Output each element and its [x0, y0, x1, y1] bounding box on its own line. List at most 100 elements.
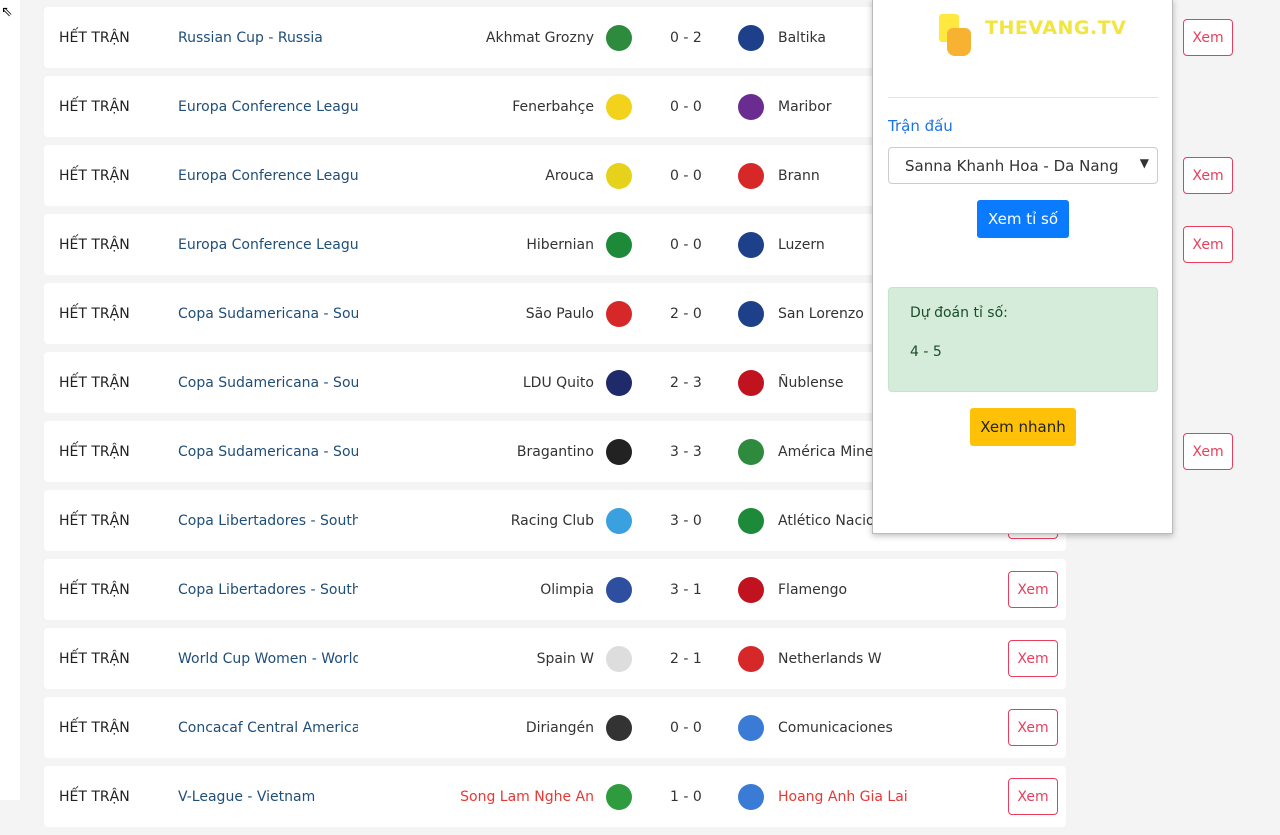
match-status: HẾT TRẬN: [59, 443, 130, 460]
home-team-logo-icon: [606, 576, 632, 603]
match-score: 3 - 0: [670, 512, 702, 529]
view-match-button[interactable]: Xem: [1008, 640, 1058, 677]
home-team-logo-icon: [606, 714, 632, 741]
home-team: Arouca: [545, 167, 594, 184]
away-team-logo-icon: [738, 714, 764, 741]
away-team: Brann: [778, 167, 820, 184]
away-team: Netherlands W: [778, 650, 882, 667]
chevron-down-icon: ▼: [1139, 156, 1149, 170]
away-team: San Lorenzo: [778, 305, 864, 322]
league-name[interactable]: Copa Sudamericana - South America: [178, 305, 358, 322]
view-match-button[interactable]: Xem: [1183, 433, 1233, 470]
home-team-logo-icon: [606, 783, 632, 810]
away-team-logo-icon: [738, 24, 764, 51]
home-team: Fenerbahçe: [512, 98, 594, 115]
view-match-button[interactable]: Xem: [1183, 157, 1233, 194]
home-team-logo-icon: [606, 507, 632, 534]
away-team-logo-icon: [738, 369, 764, 396]
away-team: Atlético Nacional: [778, 512, 896, 529]
match-status: HẾT TRẬN: [59, 788, 130, 805]
match-status: HẾT TRẬN: [59, 512, 130, 529]
view-score-button[interactable]: Xem tỉ số: [977, 200, 1069, 238]
away-team-logo-icon: [738, 231, 764, 258]
home-team: LDU Quito: [522, 374, 594, 391]
away-team: Maribor: [778, 98, 832, 115]
home-team-logo-icon: [606, 93, 632, 120]
home-team: Bragantino: [516, 443, 594, 460]
away-team-logo-icon: [738, 162, 764, 189]
home-team: Spain W: [536, 650, 594, 667]
view-match-button[interactable]: Xem: [1008, 709, 1058, 746]
match-status: HẾT TRẬN: [59, 581, 130, 598]
mouse-cursor-icon: ⇖: [1, 4, 13, 20]
away-team: Baltika: [778, 29, 826, 46]
home-team-logo-icon: [606, 645, 632, 672]
away-team: Hoang Anh Gia Lai: [778, 788, 908, 805]
match-row: HẾT TRẬN World Cup Women - World Spain W…: [44, 628, 1066, 689]
home-team-logo-icon: [606, 162, 632, 189]
match-score: 2 - 1: [670, 650, 702, 667]
away-team-logo-icon: [738, 645, 764, 672]
match-row: HẾT TRẬN V-League - Vietnam Song Lam Ngh…: [44, 766, 1066, 827]
league-name[interactable]: V-League - Vietnam: [178, 788, 316, 805]
league-name[interactable]: Copa Sudamericana - South America: [178, 374, 358, 391]
match-status: HẾT TRẬN: [59, 719, 130, 736]
match-score: 2 - 3: [670, 374, 702, 391]
match-score: 1 - 0: [670, 788, 702, 805]
match-score: 0 - 0: [670, 98, 702, 115]
away-team: Flamengo: [778, 581, 848, 598]
league-name[interactable]: Concacaf Central American Cup: [178, 719, 358, 736]
match-score: 0 - 0: [670, 236, 702, 253]
away-team-logo-icon: [738, 576, 764, 603]
brand-logo: THEVANG.TV: [939, 14, 1127, 56]
match-score: 0 - 2: [670, 29, 702, 46]
prediction-label: Dự đoán tỉ số:: [910, 305, 1008, 321]
divider: [888, 97, 1158, 98]
match-score: 3 - 1: [670, 581, 702, 598]
view-match-button[interactable]: Xem: [1183, 19, 1233, 56]
away-team: América Mineiro: [778, 443, 892, 460]
home-team: Racing Club: [510, 512, 594, 529]
match-row: HẾT TRẬN Copa Libertadores - South Ameri…: [44, 559, 1066, 620]
match-select[interactable]: Sanna Khanh Hoa - Da Nang ▼: [888, 147, 1158, 184]
league-name[interactable]: Copa Libertadores - South America: [178, 512, 358, 529]
match-score: 3 - 3: [670, 443, 702, 460]
away-team-logo-icon: [738, 438, 764, 465]
match-score: 2 - 0: [670, 305, 702, 322]
away-team-logo-icon: [738, 93, 764, 120]
home-team-logo-icon: [606, 369, 632, 396]
league-name[interactable]: Copa Libertadores - South America: [178, 581, 358, 598]
home-team: Olimpia: [540, 581, 594, 598]
match-status: HẾT TRẬN: [59, 305, 130, 322]
match-status: HẾT TRẬN: [59, 98, 130, 115]
league-name[interactable]: Europa Conference League: [178, 167, 358, 184]
home-team: Hibernian: [526, 236, 594, 253]
match-score: 0 - 0: [670, 719, 702, 736]
view-match-button[interactable]: Xem: [1183, 226, 1233, 263]
match-label: Trận đấu: [888, 117, 953, 135]
prediction-box: Dự đoán tỉ số: 4 - 5: [888, 287, 1158, 392]
view-match-button[interactable]: Xem: [1008, 571, 1058, 608]
yellow-card-icon: [939, 14, 971, 56]
view-match-button[interactable]: Xem: [1008, 778, 1058, 815]
match-status: HẾT TRẬN: [59, 374, 130, 391]
brand-name: THEVANG.TV: [985, 17, 1127, 39]
match-row: HẾT TRẬN Concacaf Central American Cup D…: [44, 697, 1066, 758]
left-margin: [0, 0, 20, 800]
league-name[interactable]: Russian Cup - Russia: [178, 29, 323, 46]
match-status: HẾT TRẬN: [59, 29, 130, 46]
selected-match: Sanna Khanh Hoa - Da Nang: [905, 157, 1119, 175]
prediction-value: 4 - 5: [910, 344, 942, 360]
match-status: HẾT TRẬN: [59, 650, 130, 667]
away-team-logo-icon: [738, 783, 764, 810]
match-status: HẾT TRẬN: [59, 167, 130, 184]
match-status: HẾT TRẬN: [59, 236, 130, 253]
quick-view-button[interactable]: Xem nhanh: [970, 408, 1076, 446]
league-name[interactable]: Europa Conference League: [178, 236, 358, 253]
league-name[interactable]: World Cup Women - World: [178, 650, 358, 667]
home-team: São Paulo: [525, 305, 594, 322]
match-score: 0 - 0: [670, 167, 702, 184]
league-name[interactable]: Europa Conference League: [178, 98, 358, 115]
home-team-logo-icon: [606, 300, 632, 327]
league-name[interactable]: Copa Sudamericana - South America: [178, 443, 358, 460]
